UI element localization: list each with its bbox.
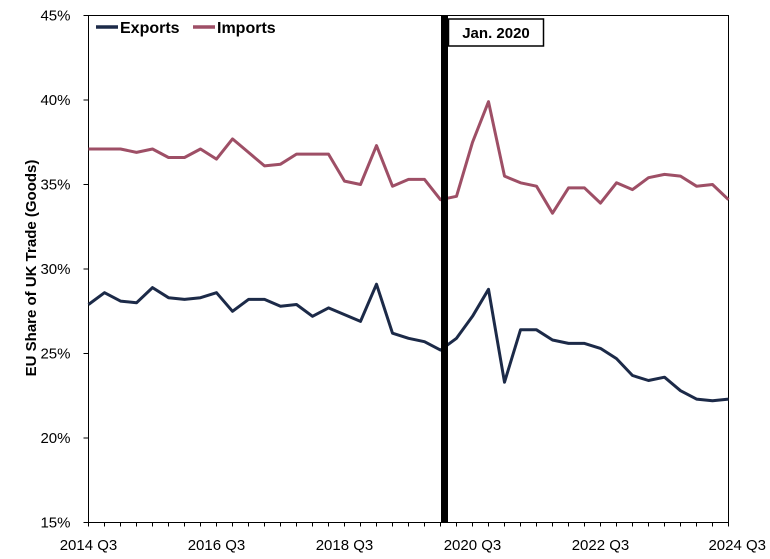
plot-area-frame <box>88 15 729 523</box>
y-tick-label: 15% <box>40 515 70 532</box>
y-tick-label: 20% <box>40 430 70 447</box>
y-axis-title: EU Share of UK Trade (Goods) <box>23 160 40 377</box>
y-tick-label: 45% <box>40 8 70 25</box>
annotation: Jan. 2020 <box>441 15 545 523</box>
y-tick-label: 25% <box>40 346 70 363</box>
x-tick-label: 2024 Q3 <box>708 537 766 554</box>
legend: Exports Imports <box>96 20 276 37</box>
jan-2020-label: Jan. 2020 <box>462 25 530 42</box>
x-tick-label: 2016 Q3 <box>188 537 246 554</box>
series-lines <box>87 100 730 403</box>
series-line-exports <box>87 282 729 403</box>
jan-2020-label-box <box>447 18 545 47</box>
y-tick-label: 35% <box>40 177 70 194</box>
x-axis-ticks: 2014 Q3 2016 Q3 2018 Q3 2020 Q3 2022 Q3 2024 … <box>60 522 766 554</box>
x-tick-label: 2014 Q3 <box>60 537 118 554</box>
x-tick-label: 2022 Q3 <box>572 537 630 554</box>
y-tick-label: 40% <box>40 92 70 109</box>
legend-exports-label: Exports <box>120 20 180 37</box>
y-tick-label: 30% <box>40 261 70 278</box>
legend-imports-label: Imports <box>217 20 276 37</box>
x-tick-label: 2020 Q3 <box>444 537 502 554</box>
y-axis-ticks: 15% 20% 25% 30% 35% 40% 45% <box>40 8 89 532</box>
series-line-imports <box>88 100 730 215</box>
x-tick-label: 2018 Q3 <box>316 537 374 554</box>
axes <box>88 15 729 523</box>
